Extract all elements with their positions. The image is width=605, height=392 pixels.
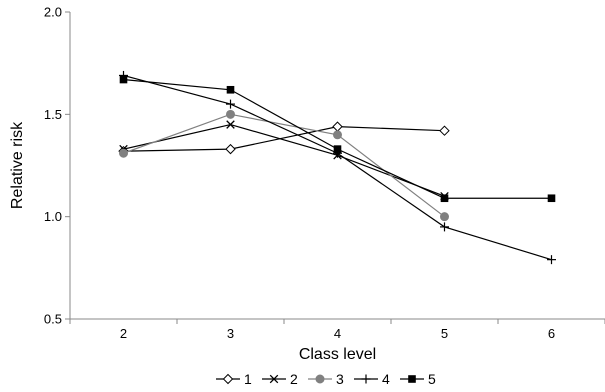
x-tick-label: 5 [441,326,448,341]
y-tick-label: 2.0 [44,5,62,20]
legend-marker [269,374,279,384]
series-5-point [440,194,449,203]
x-tick-label: 2 [120,326,127,341]
series-5-point [333,145,342,153]
series-4-point [226,99,235,109]
legend-item-3: 3 [308,371,344,387]
series-4 [119,70,556,265]
series-5-point [547,194,556,203]
series-2 [119,120,449,201]
series-1-point [225,143,236,155]
legend-marker [222,373,234,385]
legend-label: 1 [244,371,252,387]
legend-label: 2 [290,371,298,387]
x-tick-label: 6 [548,326,555,341]
legend-label: 3 [336,371,344,387]
series-4-line [123,74,552,261]
legend-label: 5 [428,371,436,387]
legend: 1 2 3 4 5 [216,371,436,387]
series-1-line [123,126,445,152]
legend-item-4: 4 [354,371,390,387]
legend-marker [408,375,416,383]
marker-stroke [226,120,235,129]
series-3-point [119,148,128,158]
series-5-point [226,85,235,94]
axes: 0.5 1.0 1.5 2.0 2 3 4 5 6 [44,5,605,341]
legend-item-1: 1 [216,371,252,387]
series-1-point [332,121,343,132]
marker-stroke [269,374,279,384]
series-2-point [226,120,235,129]
x-axis-title: Class level [299,346,376,363]
series-3-point [333,130,342,140]
y-tick-label: 1.0 [44,209,62,224]
series-layer [118,70,556,265]
series-5 [119,75,556,203]
legend-marker [315,374,325,384]
legend-label: 4 [382,371,390,387]
legend-marker [361,374,371,384]
y-axis-title: Relative risk [9,121,26,209]
series-5-point [119,75,128,84]
series-4-point [440,222,449,232]
series-3-point [440,212,449,222]
y-tick-label: 1.5 [44,107,62,122]
series-3-point [226,109,235,119]
series-3 [119,109,449,222]
x-tick-label: 4 [334,326,341,341]
y-tick-label: 0.5 [44,312,62,327]
x-tick-label: 3 [227,326,234,341]
series-4-point [547,255,556,265]
legend-item-2: 2 [262,371,298,387]
series-3-line [123,113,445,218]
legend-item-5: 5 [400,371,436,387]
series-1-point [439,125,450,136]
